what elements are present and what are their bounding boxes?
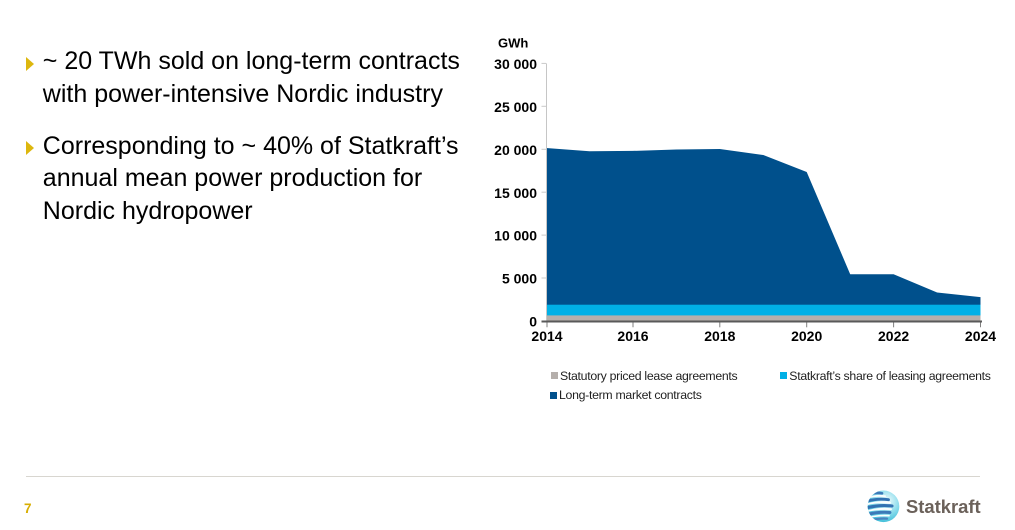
svg-text:2024: 2024	[965, 328, 996, 344]
svg-text:2016: 2016	[617, 328, 648, 344]
svg-text:0: 0	[529, 314, 537, 330]
svg-text:2020: 2020	[791, 328, 822, 344]
svg-text:GWh: GWh	[498, 36, 528, 51]
svg-text:15 000: 15 000	[494, 185, 537, 201]
svg-text:5 000: 5 000	[502, 271, 537, 287]
svg-text:2022: 2022	[878, 328, 909, 344]
svg-text:25 000: 25 000	[494, 99, 537, 115]
svg-text:30 000: 30 000	[494, 56, 537, 72]
svg-text:10 000: 10 000	[494, 228, 537, 244]
svg-text:2014: 2014	[531, 328, 562, 344]
svg-text:2018: 2018	[704, 328, 735, 344]
svg-text:20 000: 20 000	[494, 142, 537, 158]
